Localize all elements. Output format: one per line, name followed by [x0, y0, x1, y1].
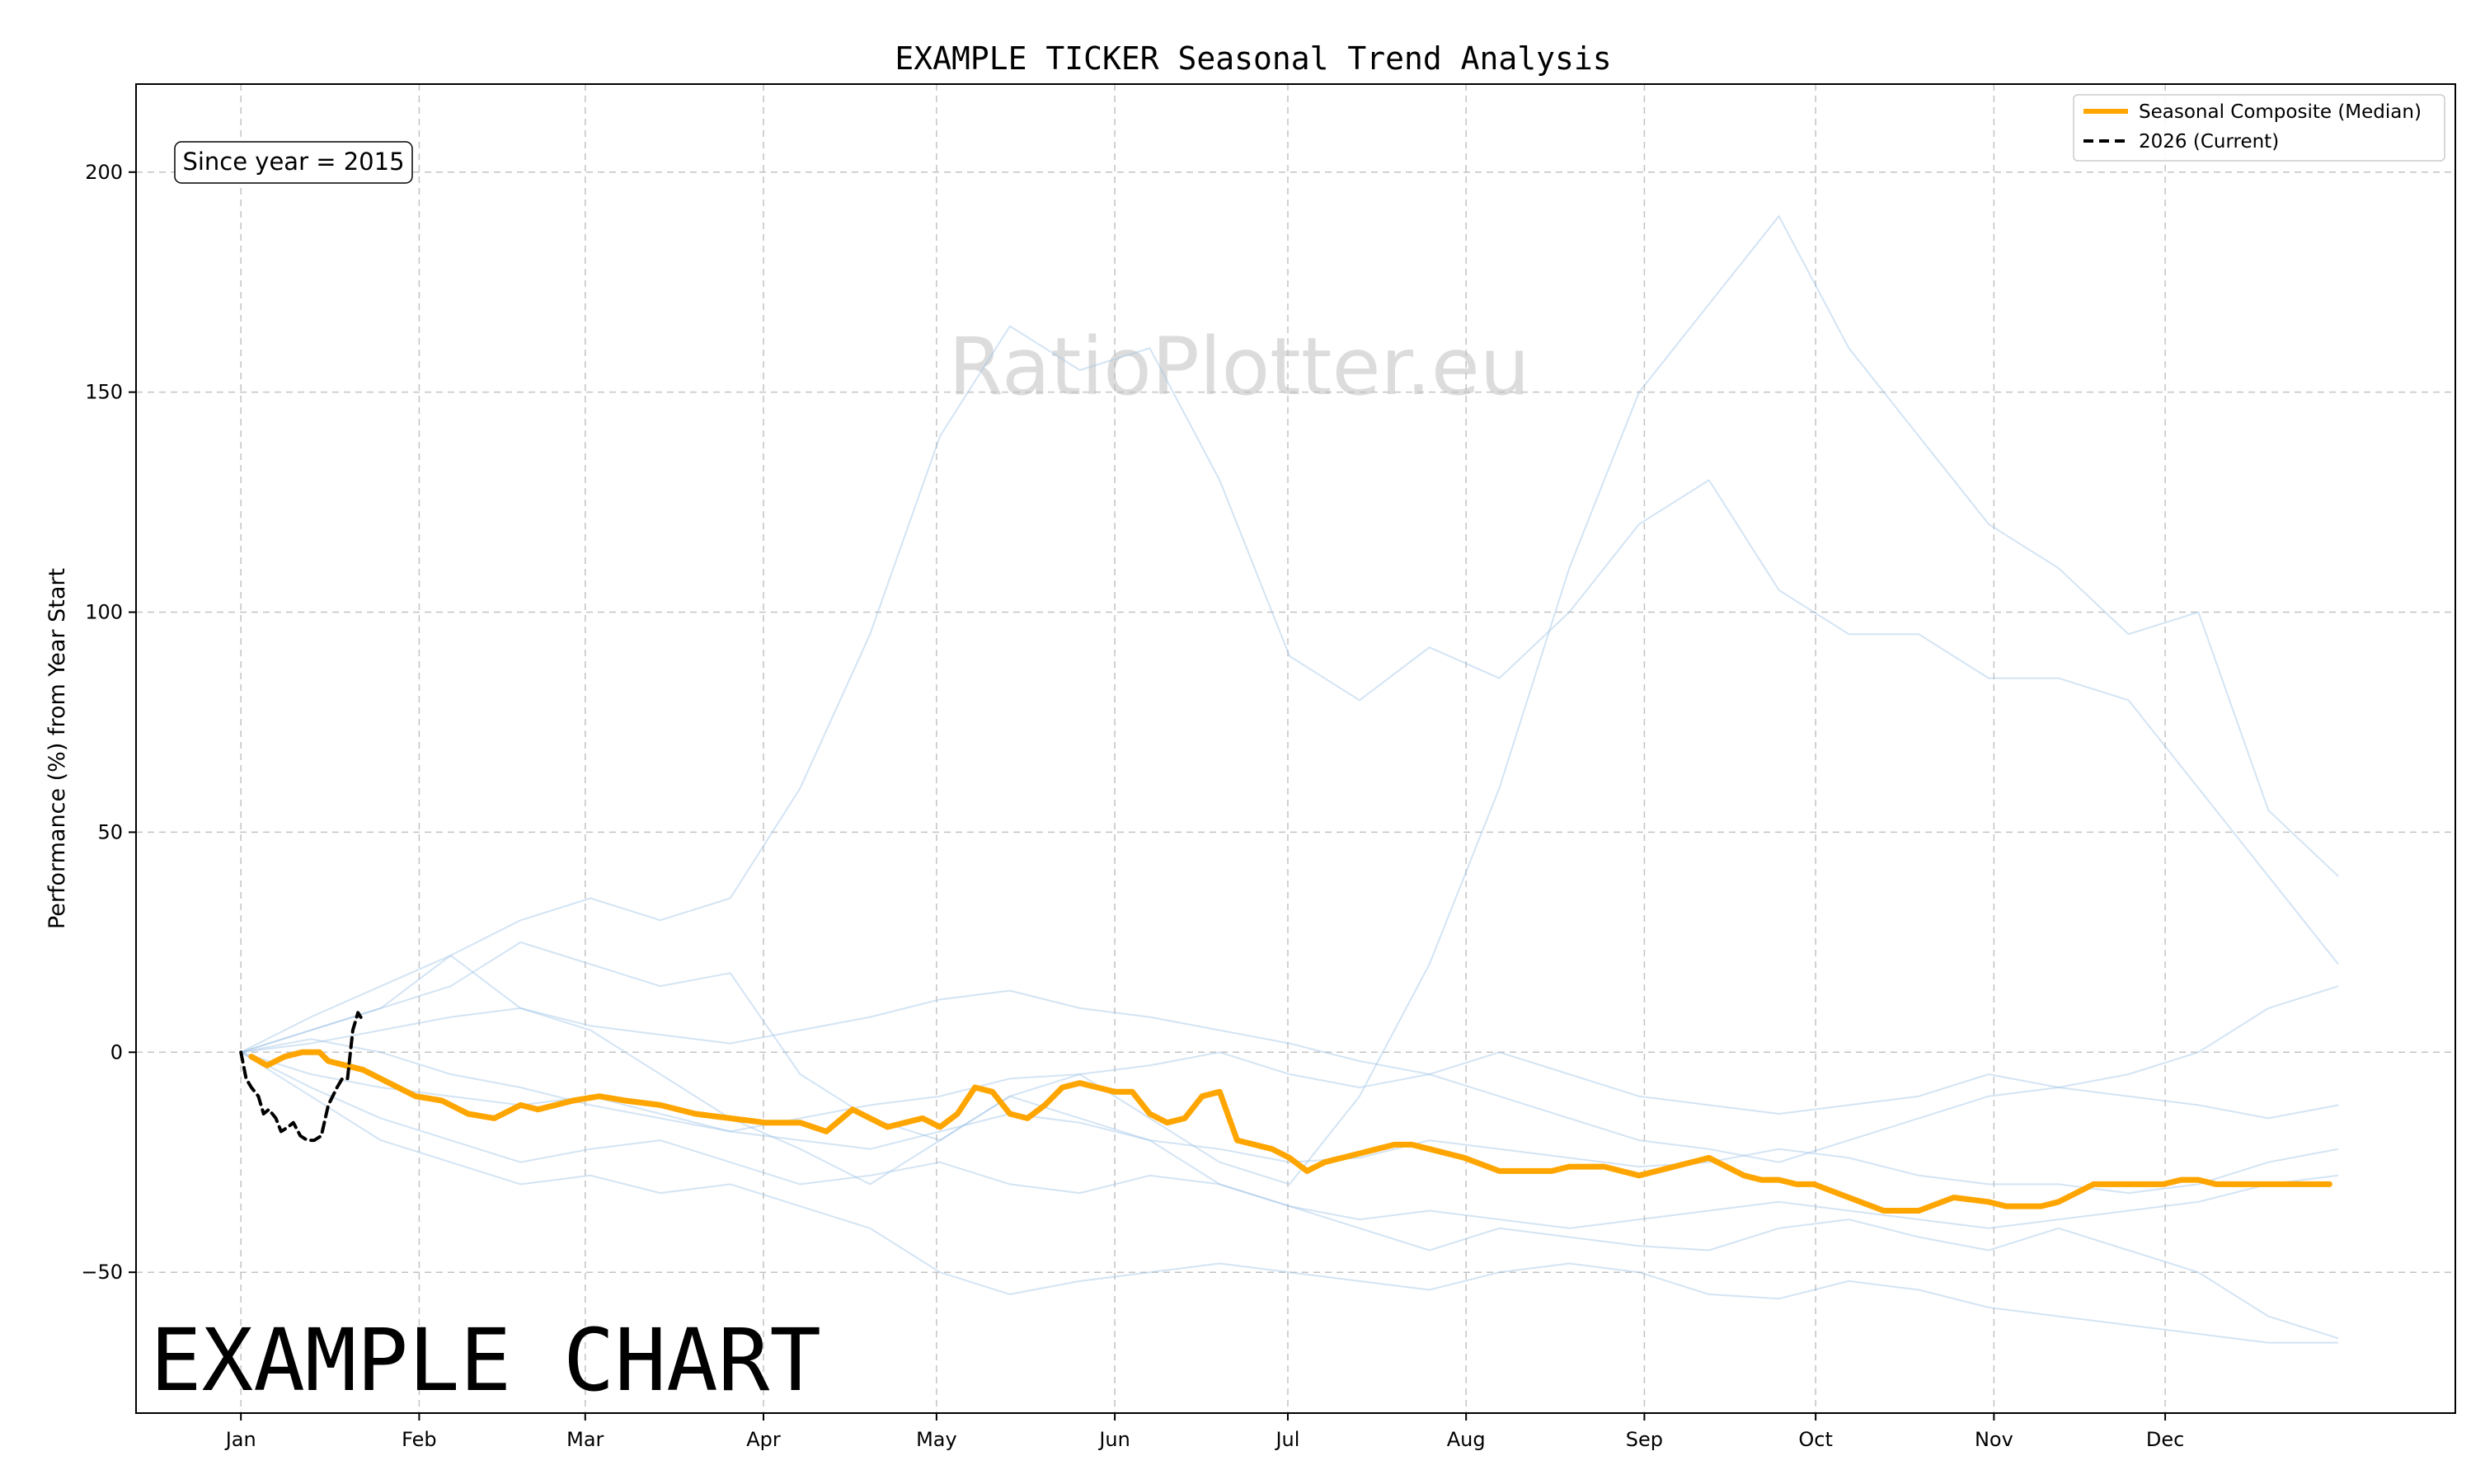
example-chart-overlay: EXAMPLE CHART — [150, 1310, 821, 1411]
y-tick-label: 100 — [85, 601, 123, 624]
history-year-line — [240, 941, 2339, 1340]
plot-area: RatioPlotter.eu Since year = 2015 Season… — [135, 83, 2456, 1414]
axis-layer: Jan Feb Mar Apr May Jun Jul Aug Sep Oct Nov Dec −50 0… — [81, 161, 2184, 1451]
legend: Seasonal Composite (Median) 2026 (Curren… — [2073, 94, 2445, 162]
x-tick-label: May — [916, 1428, 957, 1451]
history-year-line — [240, 215, 2339, 1186]
x-tick-label: Jul — [1274, 1428, 1299, 1451]
y-tick-label: 200 — [85, 161, 123, 184]
history-lines — [240, 215, 2339, 1344]
legend-frame — [2073, 94, 2445, 162]
plot-frame — [135, 83, 2456, 1414]
history-year-line — [240, 1051, 2339, 1229]
history-year-line — [241, 985, 2339, 1163]
legend-label-current: 2026 (Current) — [2139, 131, 2279, 153]
y-axis-label: Performance (%) from Year Start — [45, 568, 70, 929]
x-tick-label: Sep — [1626, 1428, 1663, 1451]
x-tick-label: Dec — [2146, 1428, 2184, 1451]
y-tick-label: 150 — [85, 381, 123, 404]
x-tick-label: Oct — [1798, 1428, 1833, 1451]
y-tick-label: −50 — [81, 1261, 123, 1284]
x-tick-label: Jun — [1097, 1428, 1130, 1451]
history-year-line — [240, 1051, 2338, 1344]
since-year-box: Since year = 2015 — [174, 141, 413, 184]
median-composite-line — [248, 1049, 2332, 1214]
watermark: RatioPlotter.eu — [948, 321, 1529, 413]
x-tick-label: Aug — [1447, 1428, 1486, 1451]
y-tick-label: 50 — [97, 820, 123, 843]
grid-layer — [136, 84, 2455, 1413]
x-tick-label: Mar — [566, 1428, 604, 1451]
since-year-label: Since year = 2015 — [182, 148, 404, 176]
x-tick-label: Jan — [224, 1428, 256, 1451]
y-tick-label: 0 — [110, 1040, 123, 1064]
x-tick-label: Nov — [1975, 1428, 2013, 1451]
plot-background — [136, 84, 2455, 1413]
series-lines — [239, 1011, 2332, 1214]
history-year-line — [240, 325, 2339, 1054]
history-year-line — [241, 1038, 2339, 1195]
legend-label-median: Seasonal Composite (Median) — [2139, 101, 2422, 123]
current-year-line — [239, 1011, 365, 1143]
x-tick-label: Apr — [746, 1428, 781, 1451]
chart-title: EXAMPLE TICKER Seasonal Trend Analysis — [895, 40, 1611, 77]
x-tick-label: Feb — [402, 1428, 437, 1451]
